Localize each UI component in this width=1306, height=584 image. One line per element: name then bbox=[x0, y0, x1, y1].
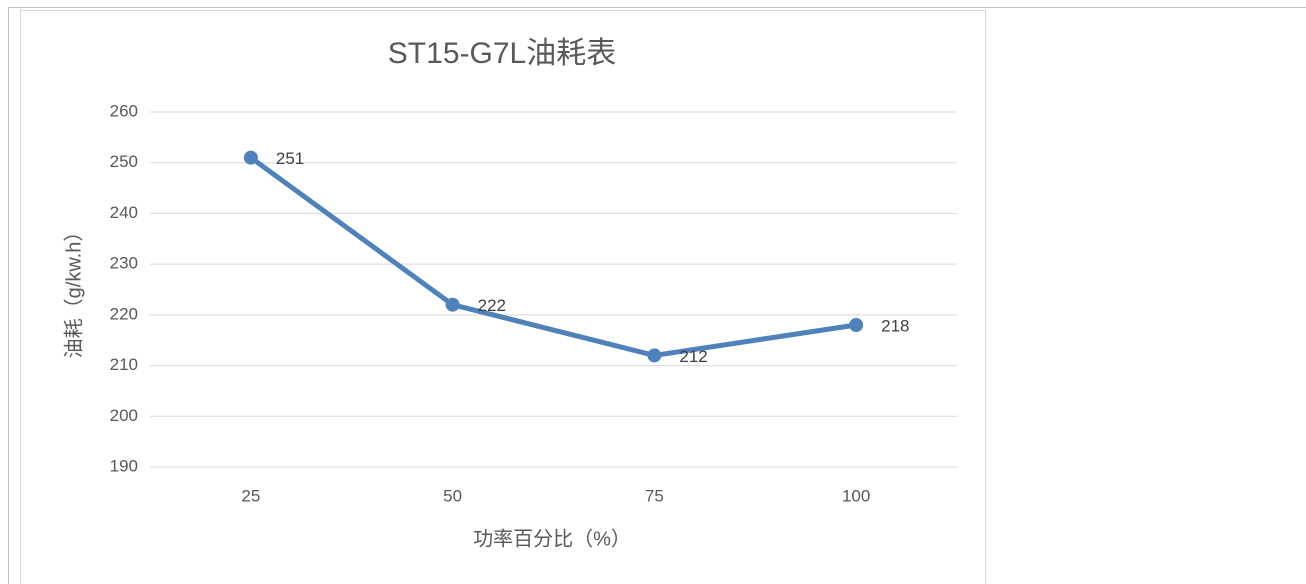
point bbox=[243, 150, 258, 165]
chart-title: ST15-G7L油耗表 bbox=[388, 37, 616, 70]
line bbox=[249, 155, 857, 358]
y-tick-label: 210 bbox=[110, 355, 138, 374]
data-label: 218 bbox=[881, 316, 909, 335]
x-tick-label: 100 bbox=[842, 486, 870, 505]
y-tick-label: 230 bbox=[110, 254, 138, 273]
x-tick-label: 75 bbox=[645, 486, 664, 505]
point bbox=[849, 318, 864, 332]
x-tick-label: 25 bbox=[241, 486, 260, 505]
x-tick-label: 50 bbox=[443, 486, 462, 505]
outer-frame bbox=[8, 7, 1306, 584]
y-tick-label: 250 bbox=[110, 152, 138, 171]
point bbox=[445, 297, 460, 312]
y-tick-label: 190 bbox=[110, 456, 138, 475]
data-label: 222 bbox=[478, 296, 506, 315]
y-tick-label: 200 bbox=[110, 406, 138, 425]
y-axis-label: 油耗（g/kw.h） bbox=[62, 222, 85, 359]
chart-frame bbox=[20, 10, 986, 584]
data-label: 212 bbox=[679, 347, 707, 366]
y-tick-label: 240 bbox=[110, 203, 138, 222]
x-axis-label: 功率百分比（%） bbox=[473, 527, 631, 550]
y-tick-label: 220 bbox=[110, 304, 138, 323]
y-tick-label: 260 bbox=[110, 101, 138, 120]
data-label: 251 bbox=[276, 149, 304, 168]
point bbox=[647, 348, 662, 363]
